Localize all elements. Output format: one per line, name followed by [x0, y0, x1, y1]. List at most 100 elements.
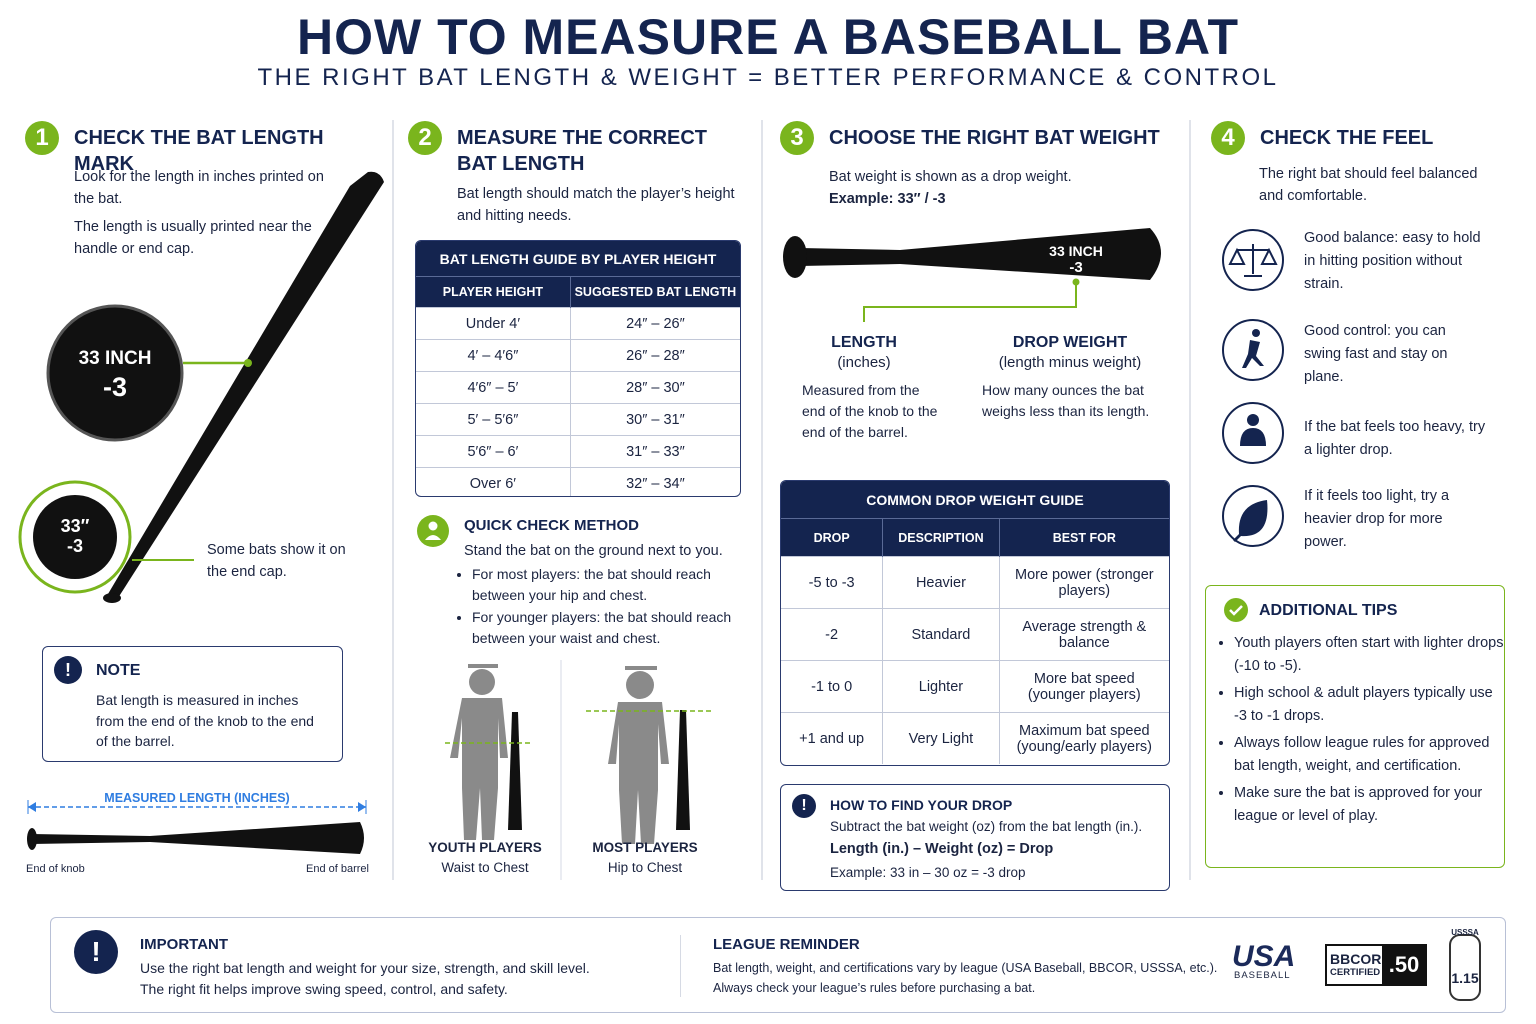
figure-title: YOUTH PLAYERS [428, 840, 542, 855]
step-text: Bat weight is shown as a drop weight. [829, 169, 1072, 185]
youth-figure [450, 664, 508, 840]
note-icon: ! [54, 656, 82, 684]
table-cell: Under 4′ [416, 307, 571, 340]
usssa-logo [1449, 934, 1481, 1001]
step-title: CHECK THE BAT LENGTH MARK [74, 127, 324, 175]
list-item: High school & adult players typically us… [1234, 682, 1509, 728]
table-cell: Maximum bat speed (young/early players) [998, 712, 1169, 764]
measure-right: End of barrel [306, 863, 369, 875]
figure-title: MOST PLAYERS [592, 840, 698, 855]
bat [508, 712, 522, 830]
endcap [33, 495, 117, 579]
feel-item: If it feels too light, try a heavier dro… [1304, 488, 1450, 550]
table-cell: -1 to 0 [781, 660, 883, 713]
bbcor-logo-text: BBCOR [1330, 951, 1382, 967]
quick-list: For most players: the bat should reach b… [458, 564, 752, 650]
table-cell: 5′ – 5′6″ [416, 403, 571, 436]
table-cell: 4′6″ – 5′ [416, 371, 571, 404]
important-line: Use the right bat length and weight for … [140, 960, 590, 976]
table-row: Over 6′ 32″ – 34″ [416, 467, 740, 496]
quick-icon-head [428, 521, 438, 531]
table-cell: 4′ – 4′6″ [416, 339, 571, 372]
drop-table: COMMON DROP WEIGHT GUIDE DROP DESCRIPTION B… [780, 480, 1170, 766]
list-item: Youth players often start with lighter d… [1234, 632, 1509, 678]
table-cell: 28″ – 30″ [569, 371, 740, 404]
find-icon: ! [792, 794, 816, 818]
subtitle: THE RIGHT BAT LENGTH & WEIGHT = BETTER P… [257, 64, 1279, 91]
table-row: 5′ – 5′6″ 30″ – 31″ [416, 403, 740, 436]
bracket [863, 282, 1077, 322]
bbcor-value-bg [1382, 945, 1426, 985]
table-cell: -5 to -3 [781, 556, 883, 609]
column-header: PLAYER HEIGHT [416, 276, 571, 308]
tips-list: Youth players often start with lighter d… [1220, 632, 1509, 832]
table-row: Under 4′ 24″ – 26″ [416, 307, 740, 340]
table-cell: Lighter [882, 660, 1000, 713]
bat-label: 33 INCH [1049, 243, 1103, 259]
bat [800, 228, 1161, 280]
bat-knob [783, 236, 807, 278]
usssa-value: 1.15 [1451, 970, 1479, 986]
bat-knob [103, 593, 121, 603]
table-header-row: PLAYER HEIGHT SUGGESTED BAT LENGTH [416, 276, 740, 308]
note-box [42, 646, 343, 762]
length-sub: (inches) [837, 354, 891, 371]
table-cell: 32″ – 34″ [569, 467, 740, 496]
bbcor-logo-sub: CERTIFIED [1330, 967, 1381, 978]
table: BAT LENGTH GUIDE BY PLAYER HEIGHT PLAYER … [416, 241, 740, 496]
note-text: Bat length is measured in inches from th… [96, 692, 314, 749]
note-title: NOTE [96, 662, 141, 679]
table-row: -2 Standard Average strength & balance [781, 608, 1169, 661]
league-line: Bat length, weight, and certifications v… [713, 961, 1218, 975]
table-title-row: COMMON DROP WEIGHT GUIDE [781, 481, 1169, 519]
footer-box [50, 917, 1506, 1013]
table-title: BAT LENGTH GUIDE BY PLAYER HEIGHT [416, 241, 740, 277]
callout-dot [244, 359, 252, 367]
table-header-row: DROP DESCRIPTION BEST FOR [781, 518, 1169, 557]
endcap-drop: -3 [66, 536, 83, 556]
table-cell: Very Light [882, 712, 1000, 764]
step-title: CHECK THE FEEL [1260, 127, 1434, 149]
bat-knob [27, 828, 37, 850]
column-header: SUGGESTED BAT LENGTH [569, 276, 740, 308]
table-title: COMMON DROP WEIGHT GUIDE [781, 481, 1169, 519]
step-number: 3 [780, 121, 814, 155]
column-header: DROP [781, 518, 883, 557]
find-example: Example: 33 in – 30 oz = -3 drop [830, 865, 1026, 880]
table-cell: 31″ – 33″ [569, 435, 740, 468]
table-cell: 24″ – 26″ [569, 307, 740, 340]
quick-icon [417, 515, 449, 547]
bbcor-value: .50 [1388, 952, 1420, 977]
table-row: 4′6″ – 5′ 28″ – 30″ [416, 371, 740, 404]
measure-left: End of knob [26, 863, 85, 875]
table-row: -5 to -3 Heavier More power (stronger play… [781, 556, 1169, 609]
important-line: The right fit helps improve swing speed,… [140, 981, 508, 997]
drop-text: How many ounces the bat weighs less than… [982, 382, 1150, 419]
column-header: DESCRIPTION [882, 518, 1000, 557]
league-title: LEAGUE REMINDER [713, 936, 860, 953]
usa-logo-sub: BASEBALL [1234, 970, 1291, 981]
bat [108, 171, 384, 598]
step-number: 4 [1211, 121, 1245, 155]
drop-sub: (length minus weight) [998, 354, 1142, 371]
list-item: For most players: the bat should reach b… [472, 564, 752, 605]
column-header: BEST FOR [998, 518, 1169, 557]
table-cell: 30″ – 31″ [569, 403, 740, 436]
find-box [780, 784, 1170, 891]
table-cell: +1 and up [781, 712, 883, 764]
step-number: 2 [408, 121, 442, 155]
endcap-text: Some bats show it on the end cap. [207, 542, 346, 580]
bat [32, 822, 364, 854]
table-cell: Heavier [882, 556, 1000, 609]
tips-title: ADDITIONAL TIPS [1259, 602, 1398, 619]
step-text: Look for the length in inches printed on… [74, 169, 324, 207]
table-row: 4′ – 4′6″ 26″ – 28″ [416, 339, 740, 372]
table-cell: 5′6″ – 6′ [416, 435, 571, 468]
usssa-logo-text: USSSA [1451, 928, 1479, 937]
step-example: Example: 33″ / -3 [829, 191, 946, 207]
quick-title: QUICK CHECK METHOD [464, 517, 639, 534]
table-row: -1 to 0 Lighter More bat speed (younger pl… [781, 660, 1169, 713]
step-text: The right bat should feel balanced and c… [1259, 166, 1478, 204]
step-title: MEASURE THE CORRECT BAT LENGTH [457, 127, 708, 175]
feel-item: Good balance: easy to hold in hitting po… [1304, 230, 1481, 292]
